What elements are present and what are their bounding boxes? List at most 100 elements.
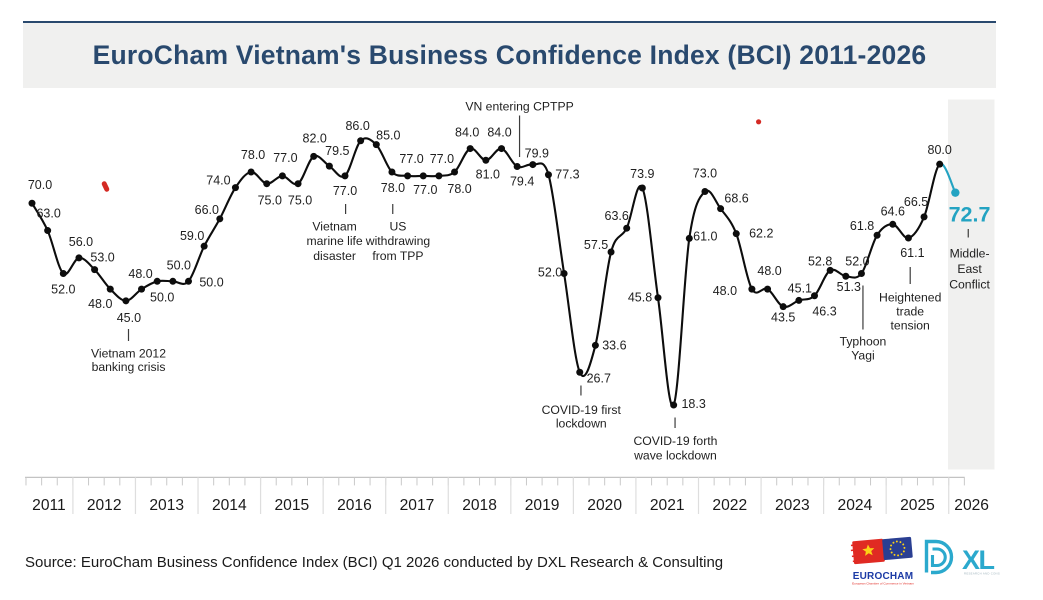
- value-label: 66.0: [195, 203, 219, 217]
- eu-star: [893, 553, 896, 556]
- eu-star: [895, 540, 898, 543]
- value-label: 45.0: [117, 311, 141, 325]
- annotation-text: banking crisis: [92, 360, 166, 374]
- data-point-marker: [717, 205, 725, 213]
- value-label: 77.0: [399, 152, 423, 166]
- annotation-text: disaster: [313, 249, 356, 263]
- data-point-marker: [341, 172, 349, 180]
- annotation-text: US: [389, 219, 406, 233]
- eu-star: [897, 554, 900, 557]
- value-label: 81.0: [476, 167, 500, 181]
- data-point-marker: [75, 254, 83, 262]
- year-label-2023: 2023: [775, 497, 810, 514]
- value-label: 61.0: [693, 229, 717, 243]
- highlight-band-2026: [948, 99, 995, 470]
- data-point-marker: [231, 184, 239, 192]
- data-point-marker: [904, 234, 912, 242]
- year-label-2019: 2019: [525, 497, 560, 514]
- data-point-marker: [513, 163, 521, 171]
- value-label: 48.0: [128, 267, 152, 281]
- data-point-marker: [169, 277, 177, 285]
- data-point-marker: [451, 168, 459, 176]
- data-point-marker: [795, 296, 803, 304]
- annotation-text: lockdown: [556, 416, 607, 430]
- eu-star: [890, 551, 893, 554]
- data-point-marker: [842, 272, 850, 280]
- annotation-text: Yagi: [851, 349, 875, 363]
- value-label: 63.0: [36, 207, 60, 221]
- value-label: 43.5: [771, 311, 795, 325]
- data-point-marker: [28, 199, 36, 207]
- data-point-marker: [701, 188, 709, 196]
- value-label: 46.3: [812, 305, 836, 319]
- data-point-marker: [466, 145, 474, 153]
- data-point-marker: [889, 220, 897, 228]
- eu-flag-rect: [882, 536, 913, 561]
- value-label: 84.0: [455, 126, 479, 140]
- dxl-tagline: RESEARCH AND CONSULTING: [964, 572, 1000, 576]
- value-label: 26.7: [587, 371, 611, 385]
- value-label: 75.0: [288, 194, 312, 208]
- value-label: 78.0: [381, 181, 405, 195]
- value-label: 79.4: [510, 175, 534, 189]
- data-point-marker: [685, 234, 693, 242]
- annotation-text: trade: [896, 305, 924, 319]
- data-point-marker: [670, 401, 678, 409]
- data-point-marker: [638, 184, 646, 192]
- dxl-logo: XL RESEARCH AND CONSULTING: [924, 539, 1000, 576]
- annotation-text: COVID-19 forth: [633, 434, 717, 448]
- data-point-marker: [404, 172, 412, 180]
- value-label: 74.0: [206, 174, 230, 188]
- value-label: 63.6: [605, 209, 629, 223]
- year-label-2015: 2015: [275, 497, 310, 514]
- value-label: 62.2: [749, 227, 773, 241]
- value-label: 77.0: [333, 184, 357, 198]
- data-point-marker: [419, 172, 427, 180]
- annotation-text: from TPP: [372, 249, 423, 263]
- year-label-2014: 2014: [212, 497, 247, 514]
- dxl-wordmark: XL: [962, 545, 995, 575]
- annotation-text: VN entering CPTPP: [465, 100, 573, 114]
- data-point-marker: [388, 168, 396, 176]
- data-point-marker: [106, 285, 114, 293]
- value-label: 45.8: [628, 291, 652, 305]
- value-label: 85.0: [376, 129, 400, 143]
- value-label: 50.0: [150, 290, 174, 304]
- data-point-marker: [185, 277, 192, 285]
- data-point-marker: [247, 168, 255, 176]
- eu-stars: [889, 540, 906, 557]
- data-point-marker: [936, 160, 944, 168]
- data-point-marker: [920, 213, 928, 221]
- data-point-marker: [44, 227, 52, 235]
- annotation-text: Typhoon: [840, 335, 887, 349]
- source-caption: Source: EuroCham Business Confidence Ind…: [25, 554, 724, 571]
- eurocham-logo: EUROCHAM European Chamber of Commerce in…: [850, 536, 914, 586]
- value-label: 57.5: [584, 238, 608, 252]
- data-point-marker: [529, 161, 537, 169]
- value-label: 50.0: [199, 275, 223, 289]
- year-label-2020: 2020: [587, 497, 622, 514]
- vietnam-star: [862, 544, 875, 556]
- title-band: EuroCham Vietnam's Business Confidence I…: [23, 23, 996, 88]
- value-label: 66.5: [904, 195, 928, 209]
- annotation-text: Vietnam: [312, 219, 357, 233]
- data-point-marker: [263, 180, 271, 188]
- data-point-marker: [576, 368, 584, 376]
- value-label: 52.0: [51, 282, 75, 296]
- year-label-2011: 2011: [32, 497, 66, 514]
- annotation-text: Conflict: [949, 278, 990, 292]
- page-title: EuroCham Vietnam's Business Confidence I…: [92, 40, 927, 70]
- annotation-text: wave lockdown: [633, 449, 717, 463]
- data-point-marker: [560, 269, 568, 277]
- data-point-marker: [482, 156, 490, 164]
- value-label: 52.0: [845, 254, 869, 268]
- value-label: 77.0: [413, 183, 437, 197]
- value-label: 59.0: [180, 229, 204, 243]
- red-dot-mark: [756, 119, 762, 125]
- data-point-marker: [779, 303, 787, 311]
- data-point-marker: [732, 230, 740, 238]
- eu-star: [900, 553, 903, 556]
- value-label: 78.0: [447, 182, 471, 196]
- value-label: 45.1: [788, 281, 812, 295]
